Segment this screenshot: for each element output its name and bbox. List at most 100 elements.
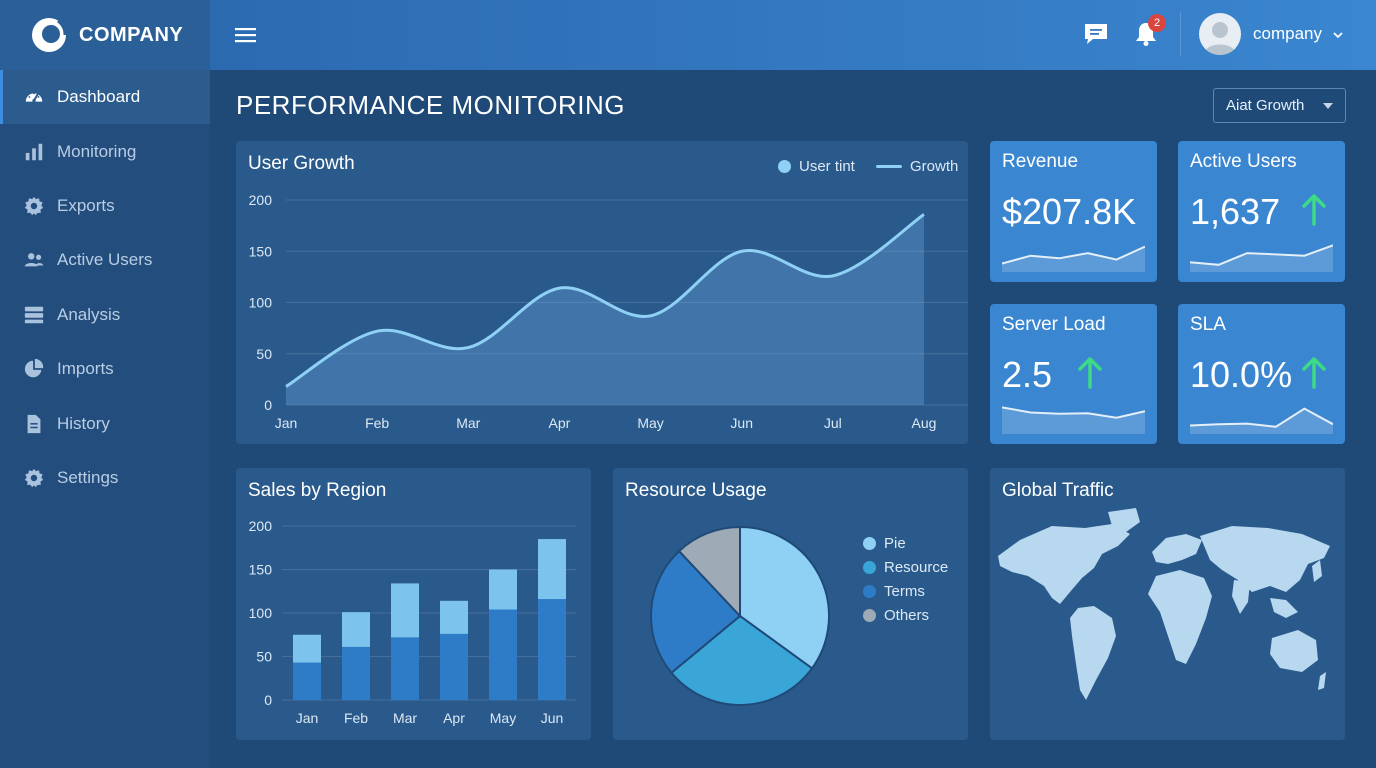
filter-select-value: Aiat Growth — [1226, 97, 1305, 114]
kpi-value: 1,637 — [1190, 191, 1281, 232]
kpi-label: SLA — [1190, 314, 1226, 335]
x-tick-label: Jan — [275, 415, 298, 431]
x-tick-label: Jul — [824, 415, 842, 431]
sidebar-item-label: Monitoring — [57, 141, 137, 161]
sidebar-item-label: Analysis — [57, 304, 121, 324]
active-users-sparkline — [1190, 244, 1333, 272]
legend-label: Growth — [910, 158, 959, 175]
sidebar-item-imports[interactable]: Imports — [0, 342, 210, 396]
y-tick-label: 200 — [249, 192, 273, 208]
x-tick-label: Aug — [912, 415, 937, 431]
chevron-down-icon — [1332, 28, 1344, 40]
kpi-active-users[interactable]: Active Users 1,637 — [1178, 141, 1345, 282]
sparkline-area — [1190, 245, 1333, 272]
sidebar-item-history[interactable]: History — [0, 396, 210, 450]
arrow-up-icon — [1302, 194, 1326, 226]
y-tick-label: 0 — [264, 397, 272, 413]
y-tick-label: 100 — [249, 605, 273, 621]
server-load-sparkline — [1002, 406, 1145, 434]
growth-line — [285, 213, 925, 388]
users-icon — [22, 248, 46, 272]
kpi-label: Revenue — [1002, 151, 1079, 172]
avatar — [1199, 13, 1241, 55]
sparkline-line — [1190, 244, 1333, 266]
legend-pie: Pie — [863, 535, 906, 552]
x-tick-label: Jun — [541, 710, 564, 726]
bar — [538, 599, 566, 700]
sidebar-item-analysis[interactable]: Analysis — [0, 288, 210, 342]
legend-dot — [778, 160, 791, 173]
hamburger-menu-icon[interactable] — [234, 23, 258, 47]
kpi-value: $207.8K — [1002, 191, 1137, 232]
x-tick-label: May — [490, 710, 516, 726]
brand[interactable]: COMPANY — [0, 0, 210, 70]
bar — [342, 646, 370, 700]
bar — [293, 634, 321, 663]
pie-slice — [677, 525, 741, 619]
sidebar-item-exports[interactable]: Exports — [0, 179, 210, 233]
kpi-server-load[interactable]: Server Load 2.5 — [990, 304, 1157, 444]
user-growth-chart: 0 50 100 150 200 Jan Feb Mar Apr May Jun Jul Aug — [249, 192, 968, 431]
sales-by-region-card: Sales by Region 0 50 100 150 200 Jan Feb Mar Apr… — [236, 468, 591, 740]
kpi-sla[interactable]: SLA 10.0% — [1178, 304, 1345, 444]
x-tick-label: Feb — [365, 415, 389, 431]
kpi-value: 10.0% — [1190, 354, 1293, 395]
gear-icon — [22, 194, 46, 218]
x-tick-label: Jun — [730, 415, 753, 431]
x-tick-label: Feb — [344, 710, 368, 726]
legend-dot — [863, 537, 876, 550]
legend-label: Resource — [884, 559, 949, 576]
sidebar-item-settings[interactable]: Settings — [0, 451, 210, 505]
sidebar-item-label: Active Users — [57, 250, 153, 270]
bar — [489, 609, 517, 700]
legend-dot — [863, 585, 876, 598]
legend-others: Others — [863, 607, 929, 624]
sidebar-item-monitoring[interactable]: Monitoring — [0, 124, 210, 178]
bar — [440, 633, 468, 700]
y-tick-label: 50 — [256, 346, 272, 362]
y-tick-label: 100 — [249, 295, 273, 311]
document-icon — [22, 412, 46, 436]
sidebar-item-dashboard[interactable]: Dashboard — [0, 70, 210, 125]
x-tick-label: May — [637, 415, 663, 431]
arrow-up-icon — [1302, 357, 1326, 389]
revenue-sparkline — [1002, 245, 1145, 272]
sparkline-line — [1190, 407, 1333, 428]
sidebar-item-active-users[interactable]: Active Users — [0, 233, 210, 287]
legend-user-tint: User tint — [778, 158, 855, 175]
user-name: company — [1253, 24, 1322, 43]
x-tick-label: Apr — [549, 415, 571, 431]
legend-terms: Terms — [863, 583, 925, 600]
arrow-up-icon — [1078, 357, 1102, 389]
sidebar-nav: Dashboard Monitoring Exports Active User… — [0, 70, 210, 505]
sidebar-item-label: History — [57, 413, 110, 433]
resource-title: Resource Usage — [625, 480, 767, 501]
legend-label: Others — [884, 607, 930, 624]
legend-line — [876, 165, 902, 168]
world-map-icon — [998, 508, 1330, 700]
sparkline-area — [1002, 407, 1145, 434]
bar-chart-icon — [22, 140, 46, 164]
x-tick-label: Mar — [393, 710, 417, 726]
topbar-divider — [1180, 12, 1181, 56]
kpi-value: 2.5 — [1002, 354, 1053, 395]
legend-label: User tint — [799, 158, 855, 175]
legend-label: Terms — [884, 583, 925, 600]
y-tick-label: 150 — [249, 562, 273, 578]
bell-icon[interactable]: 2 — [1132, 14, 1166, 48]
server-stack-icon — [22, 303, 46, 327]
sparkline-area — [1002, 246, 1145, 272]
y-tick-label: 0 — [264, 692, 272, 708]
user-growth-card: User Growth User tint Growth 0 50 100 150 20… — [236, 141, 968, 444]
filter-select[interactable]: Aiat Growth — [1213, 88, 1346, 123]
resource-pie-chart — [650, 525, 830, 706]
user-menu[interactable]: company — [1199, 13, 1344, 55]
sidebar-item-label: Settings — [57, 467, 119, 487]
kpi-label: Server Load — [1002, 314, 1106, 335]
company-logo-icon — [30, 16, 68, 54]
notification-badge: 2 — [1148, 14, 1166, 32]
bar — [342, 612, 370, 647]
kpi-revenue[interactable]: Revenue $207.8K — [990, 141, 1157, 282]
bar — [391, 583, 419, 638]
chat-icon[interactable] — [1082, 20, 1110, 48]
